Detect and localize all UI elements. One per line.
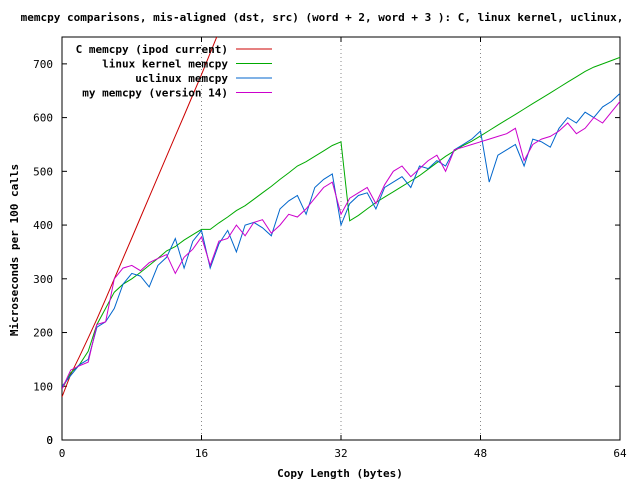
x-tick-label: 16 xyxy=(195,447,208,460)
legend-label-1: C memcpy (ipod current) xyxy=(76,43,228,56)
y-tick-label: 400 xyxy=(33,219,53,232)
series-line-2 xyxy=(62,56,620,390)
y-tick-label: 700 xyxy=(33,58,53,71)
x-tick-label: 48 xyxy=(474,447,487,460)
series-line-3 xyxy=(62,93,620,387)
series-line-4 xyxy=(62,101,620,390)
gridlines xyxy=(201,37,481,440)
y-tick-label: 300 xyxy=(33,273,53,286)
x-axis-label: Copy Length (bytes) xyxy=(277,467,403,480)
y-axis-label: Microseconds per 100 calls xyxy=(8,164,21,336)
legend-label-3: uclinux memcpy xyxy=(135,72,228,85)
series-line-1 xyxy=(62,37,218,398)
y-tick-label: 200 xyxy=(33,327,53,340)
chart-title: memcpy comparisons, mis-aligned (dst, sr… xyxy=(21,11,624,24)
y-tick-label: 500 xyxy=(33,165,53,178)
legend-label-2: linux kernel memcpy xyxy=(102,58,228,71)
x-tick-label: 64 xyxy=(613,447,627,460)
legend-label-4: my memcpy (version 14) xyxy=(82,87,228,100)
x-tick-label: 0 xyxy=(59,447,66,460)
legend: C memcpy (ipod current) linux kernel memc… xyxy=(76,43,272,100)
y-tick-label: 100 xyxy=(33,380,53,393)
y-tick-label: 0 xyxy=(46,434,53,447)
y-tick-label: 0 xyxy=(46,434,53,447)
series-lines xyxy=(62,37,620,398)
y-tick-label: 600 xyxy=(33,112,53,125)
x-tick-label: 32 xyxy=(334,447,347,460)
